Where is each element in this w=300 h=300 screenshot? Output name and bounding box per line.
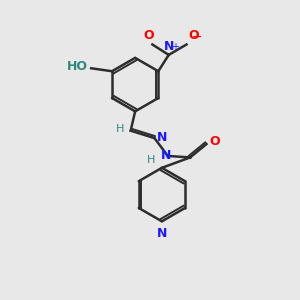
Text: N: N xyxy=(164,40,174,53)
Text: N: N xyxy=(157,131,167,144)
Text: HO: HO xyxy=(67,60,88,73)
Text: −: − xyxy=(192,31,202,44)
Text: H: H xyxy=(116,124,124,134)
Text: O: O xyxy=(188,28,199,41)
Text: +: + xyxy=(171,43,179,52)
Text: N: N xyxy=(157,227,167,240)
Text: N: N xyxy=(160,149,171,162)
Text: O: O xyxy=(209,135,220,148)
Text: O: O xyxy=(143,28,154,41)
Text: H: H xyxy=(147,154,156,164)
